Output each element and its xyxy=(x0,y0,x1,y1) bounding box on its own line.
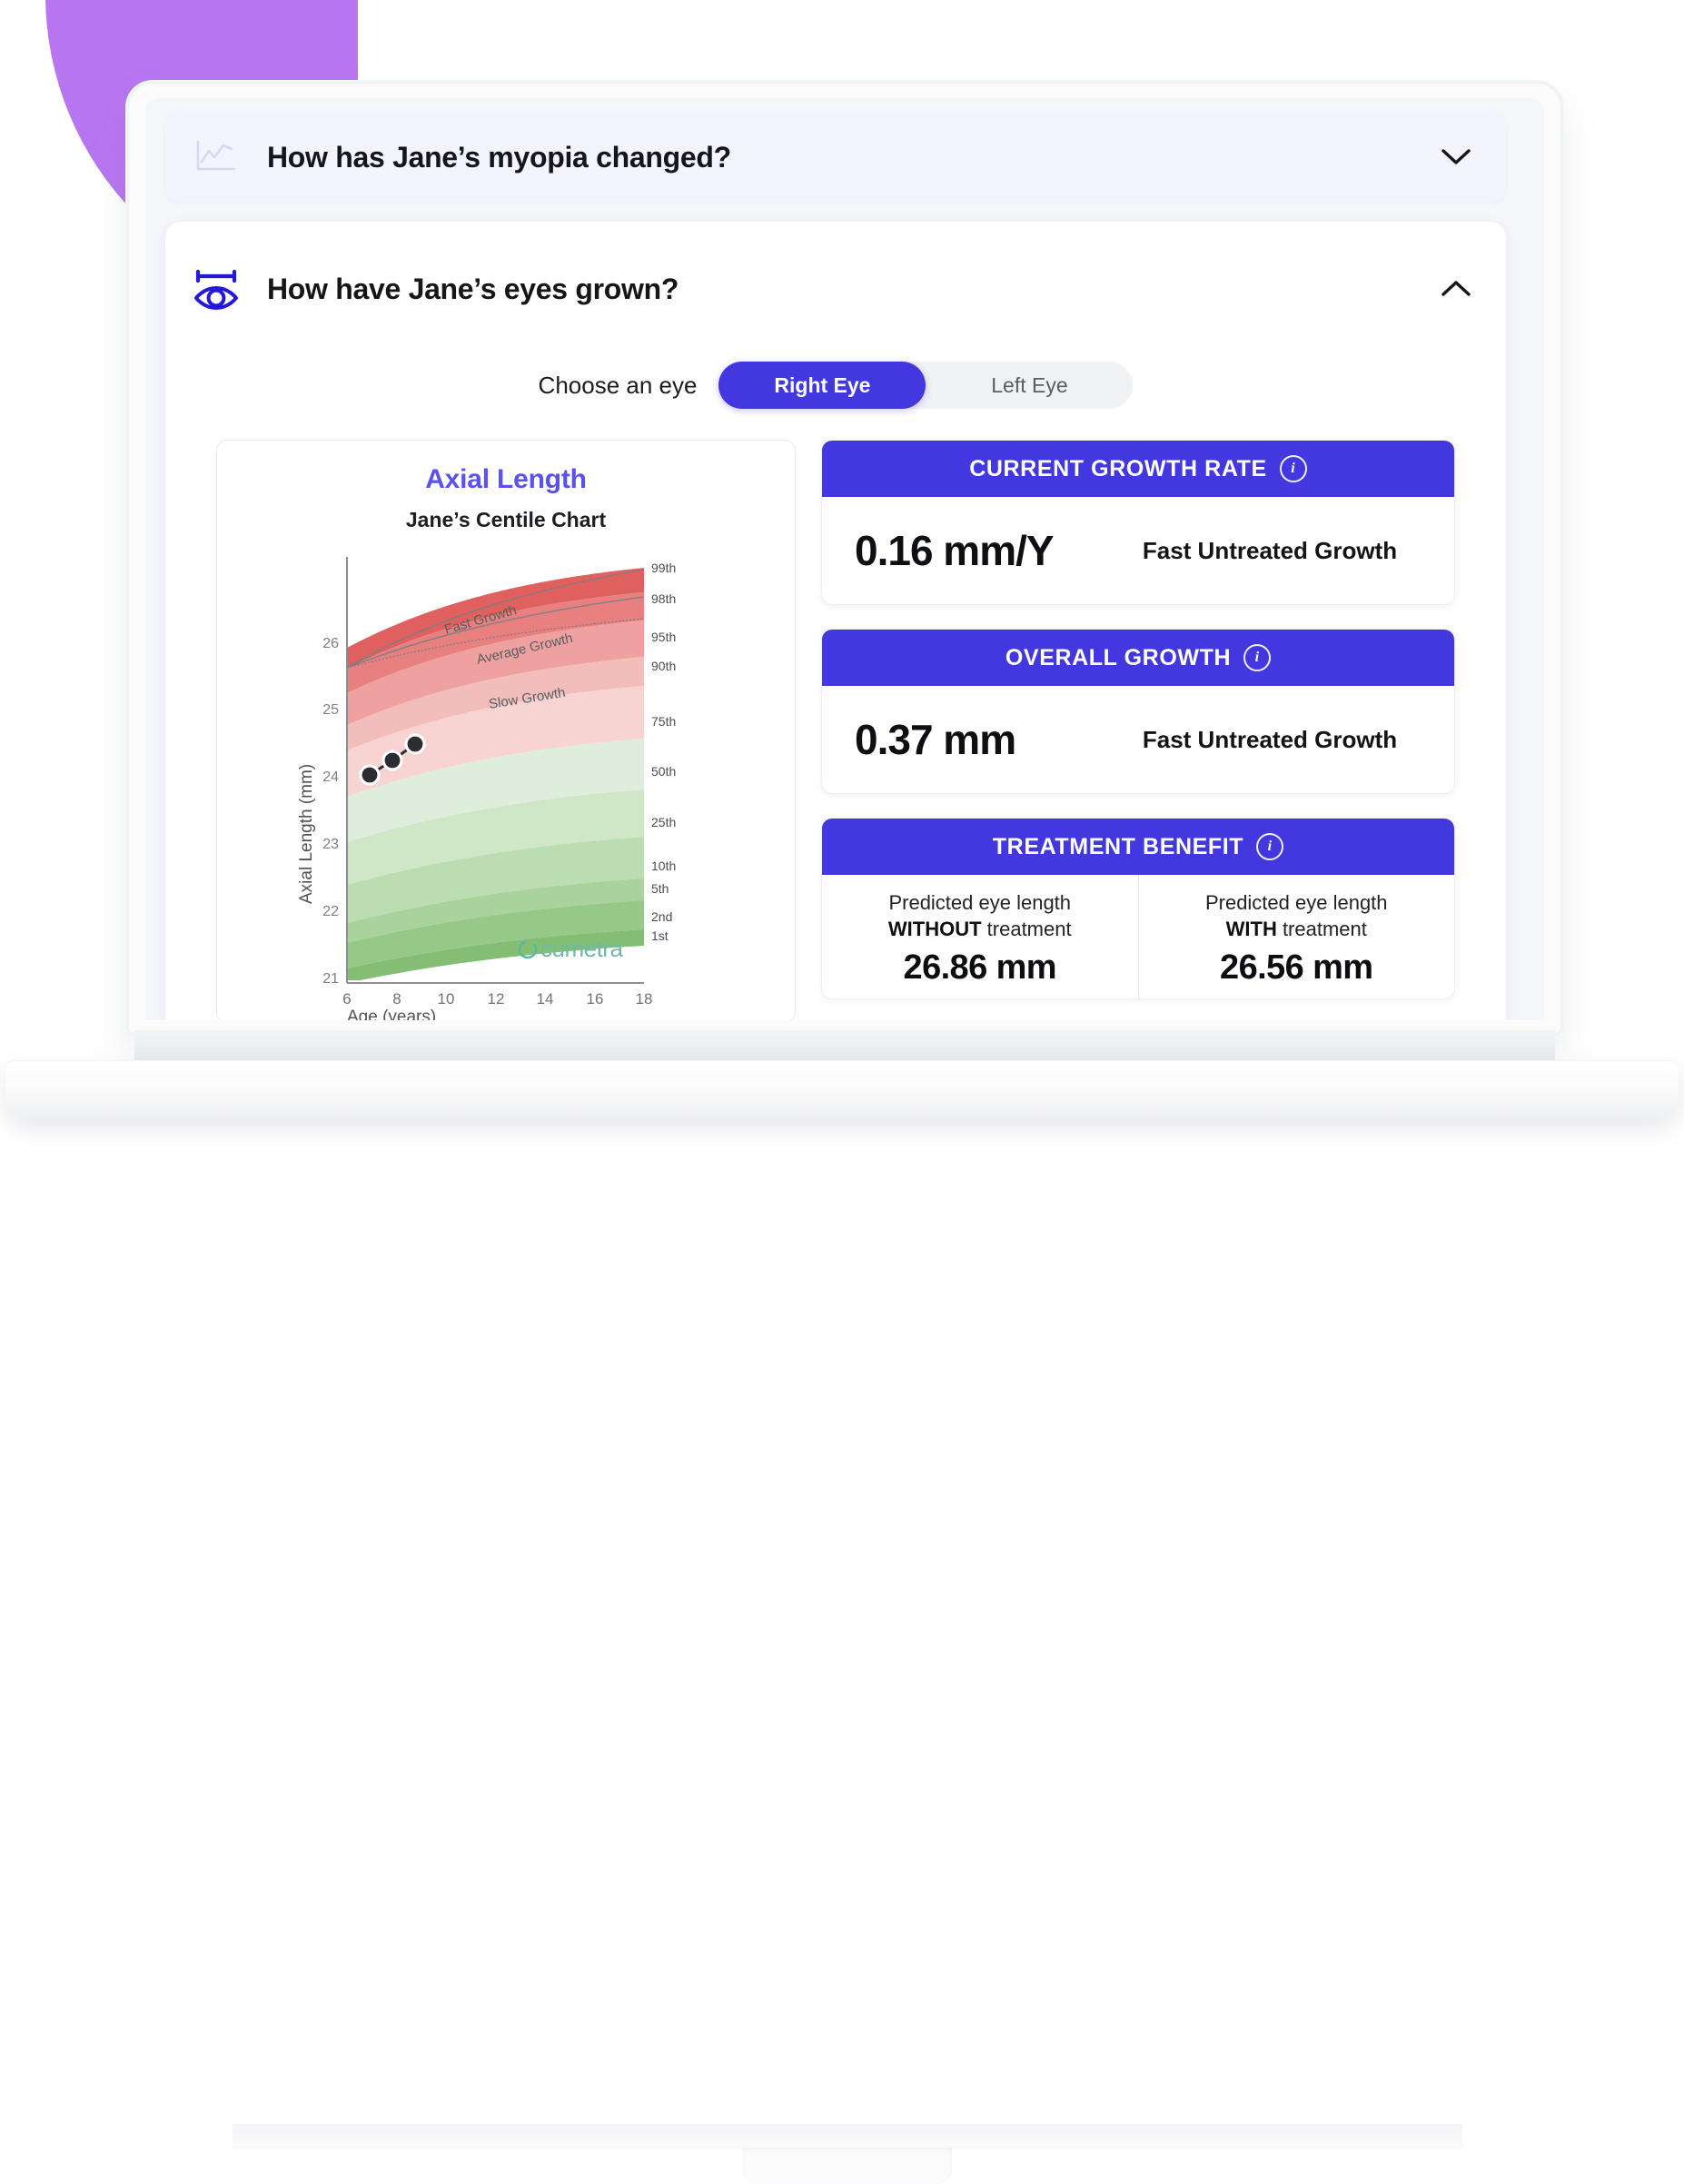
current-growth-rate-title: CURRENT GROWTH RATE xyxy=(969,455,1267,481)
treatment-without-column: Predicted eye length WITHOUT treatment 2… xyxy=(822,875,1138,998)
svg-text:99th: 99th xyxy=(651,561,676,575)
treatment-benefit-title: TREATMENT BENEFIT xyxy=(992,833,1244,859)
current-growth-rate-value: 0.16 mm/Y xyxy=(855,527,1055,574)
treatment-with-rest: treatment xyxy=(1276,918,1367,940)
treatment-without-rest: treatment xyxy=(981,918,1072,940)
svg-text:25th: 25th xyxy=(651,815,676,829)
svg-text:95th: 95th xyxy=(651,630,676,644)
average-growth-curve xyxy=(347,596,644,669)
slow-growth-curve xyxy=(347,618,644,669)
data-point xyxy=(404,733,426,755)
ocumetra-watermark: cumetra xyxy=(518,935,624,962)
app-page: How has Jane’s myopia changed? xyxy=(145,98,1544,1020)
svg-text:26: 26 xyxy=(322,636,339,651)
eye-chooser: Choose an eye Right Eye Left Eye xyxy=(165,362,1506,409)
fast-growth-curve xyxy=(347,569,644,669)
laptop-keyboard xyxy=(233,2124,1462,2149)
centile-labels: 99th 98th 95th 90th 75th 50th 25th 10th … xyxy=(651,561,676,943)
accordion-myopia-header[interactable]: How has Jane’s myopia changed? xyxy=(165,113,1506,202)
ocumetra-wordmark: cumetra xyxy=(540,935,623,962)
treatment-with-column: Predicted eye length WITH treatment 26.5… xyxy=(1137,875,1455,998)
info-icon[interactable]: i xyxy=(1279,455,1307,482)
treatment-benefit-card: TREATMENT BENEFIT i Predicted eye length… xyxy=(821,818,1455,999)
svg-text:75th: 75th xyxy=(651,714,676,729)
svg-text:18: 18 xyxy=(636,990,653,1008)
svg-text:10th: 10th xyxy=(651,859,676,873)
treatment-without-line1: Predicted eye length xyxy=(888,891,1072,914)
svg-text:1st: 1st xyxy=(651,928,669,943)
svg-text:12: 12 xyxy=(488,990,505,1008)
treatment-with-line1: Predicted eye length xyxy=(1204,891,1388,914)
chevron-up-icon[interactable] xyxy=(1406,279,1506,299)
treatment-without-line2: WITHOUT treatment xyxy=(888,918,1072,941)
treatment-with-line2: WITH treatment xyxy=(1226,918,1367,941)
svg-text:10: 10 xyxy=(438,990,455,1008)
data-point xyxy=(381,750,403,771)
treatment-with-value: 26.56 mm xyxy=(1220,948,1373,987)
line-chart-icon xyxy=(165,139,267,175)
svg-text:6: 6 xyxy=(342,990,351,1008)
overall-growth-body: 0.37 mm Fast Untreated Growth xyxy=(822,686,1454,793)
overall-growth-note: Fast Untreated Growth xyxy=(1142,725,1398,753)
treatment-with-emphasis: WITH xyxy=(1225,918,1277,940)
accordion-myopia-title: How has Jane’s myopia changed? xyxy=(267,140,731,174)
choose-eye-label: Choose an eye xyxy=(538,371,698,399)
ocumetra-ring-icon xyxy=(518,939,538,959)
info-icon[interactable]: i xyxy=(1256,833,1284,860)
svg-text:5th: 5th xyxy=(651,881,669,896)
info-icon[interactable]: i xyxy=(1243,644,1272,671)
data-point xyxy=(359,764,381,786)
svg-text:2nd: 2nd xyxy=(651,909,672,924)
current-growth-rate-note: Fast Untreated Growth xyxy=(1142,536,1398,564)
svg-text:50th: 50th xyxy=(651,764,676,779)
y-axis-title: Axial Length (mm) xyxy=(297,764,316,904)
svg-text:21: 21 xyxy=(322,971,339,987)
eyes-body: Axial Length Jane’s Centile Chart xyxy=(165,440,1506,1020)
patient-data-series xyxy=(359,733,426,786)
svg-text:98th: 98th xyxy=(651,591,676,606)
svg-text:24: 24 xyxy=(322,769,339,785)
current-growth-rate-header: CURRENT GROWTH RATE i xyxy=(822,441,1454,497)
svg-text:14: 14 xyxy=(537,990,554,1008)
treatment-benefit-header: TREATMENT BENEFIT i xyxy=(822,819,1454,875)
overall-growth-card: OVERALL GROWTH i 0.37 mm Fast Untreated … xyxy=(821,629,1455,794)
svg-text:90th: 90th xyxy=(651,659,676,673)
chart-subtitle: Jane’s Centile Chart xyxy=(405,508,607,531)
eye-option-right[interactable]: Right Eye xyxy=(718,362,926,409)
laptop-base xyxy=(5,1061,1679,2184)
centile-bands xyxy=(347,568,644,980)
eye-measure-icon xyxy=(165,263,267,314)
svg-text:16: 16 xyxy=(587,990,604,1008)
laptop-screen: How has Jane’s myopia changed? xyxy=(145,98,1544,1020)
accordion-eyes-panel: How have Jane’s eyes grown? Choose an ey… xyxy=(165,222,1506,1020)
treatment-without-value: 26.86 mm xyxy=(903,948,1057,987)
eye-toggle-group[interactable]: Right Eye Left Eye xyxy=(718,362,1134,409)
x-axis-title: Age (years) xyxy=(347,1008,436,1020)
eye-option-left[interactable]: Left Eye xyxy=(991,372,1068,397)
current-growth-rate-body: 0.16 mm/Y Fast Untreated Growth xyxy=(822,497,1454,604)
svg-text:22: 22 xyxy=(322,904,339,919)
chart-title: Axial Length xyxy=(425,464,587,494)
current-growth-rate-card: CURRENT GROWTH RATE i 0.16 mm/Y Fast Unt… xyxy=(821,440,1455,605)
chevron-down-icon[interactable] xyxy=(1406,147,1506,167)
stats-column: CURRENT GROWTH RATE i 0.16 mm/Y Fast Unt… xyxy=(821,440,1455,1020)
svg-text:23: 23 xyxy=(322,837,339,852)
accordion-eyes-header[interactable]: How have Jane’s eyes grown? xyxy=(165,222,1506,356)
laptop-trackpad-notch xyxy=(743,2148,952,2184)
treatment-benefit-body: Predicted eye length WITHOUT treatment 2… xyxy=(822,875,1454,998)
overall-growth-title: OVERALL GROWTH xyxy=(1005,644,1232,670)
overall-growth-value: 0.37 mm xyxy=(855,716,1016,763)
centile-chart-plot: Fast Growth Average Growth Slow Growth xyxy=(297,557,676,1020)
accordion-eyes-title: How have Jane’s eyes grown? xyxy=(267,272,679,305)
svg-text:8: 8 xyxy=(392,990,401,1008)
y-axis-ticks: 26 25 24 23 22 21 xyxy=(322,636,339,987)
axial-length-chart-card: Axial Length Jane’s Centile Chart xyxy=(216,440,796,1020)
laptop-mockup: How has Jane’s myopia changed? xyxy=(5,98,1679,2184)
overall-growth-header: OVERALL GROWTH i xyxy=(822,630,1454,686)
growth-reference-curves xyxy=(347,569,644,669)
treatment-without-emphasis: WITHOUT xyxy=(887,918,982,940)
x-axis-ticks: 6 8 10 12 14 16 18 xyxy=(342,990,652,1008)
svg-text:25: 25 xyxy=(322,702,339,718)
